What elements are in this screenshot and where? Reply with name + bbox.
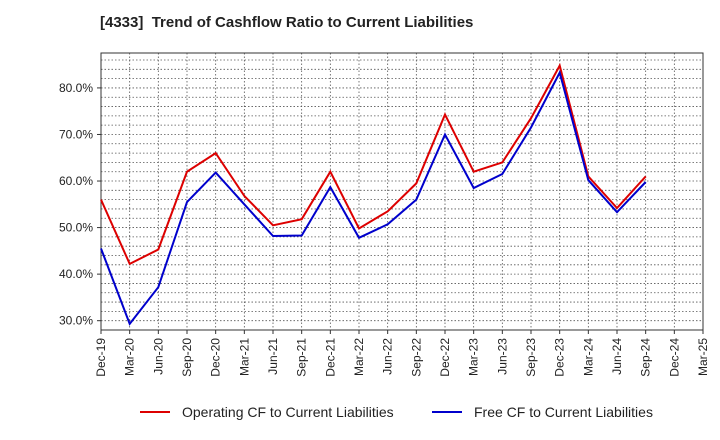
x-tick-label: Mar-24 bbox=[581, 338, 595, 376]
data-point-free-cf bbox=[157, 286, 159, 288]
data-point-operating-cf bbox=[272, 224, 274, 226]
x-tick-label: Dec-20 bbox=[209, 338, 223, 377]
x-tick-label: Mar-20 bbox=[123, 338, 137, 376]
data-point-free-cf bbox=[186, 201, 188, 203]
x-tick-label: Sep-20 bbox=[180, 338, 194, 377]
legend-label-free-cf: Free CF to Current Liabilities bbox=[474, 404, 653, 420]
x-tick-label: Jun-20 bbox=[151, 338, 165, 375]
data-point-operating-cf bbox=[186, 171, 188, 173]
chart-title: [4333] Trend of Cashflow Ratio to Curren… bbox=[100, 14, 474, 31]
x-tick-label: Sep-22 bbox=[409, 338, 423, 377]
data-point-free-cf bbox=[645, 181, 647, 183]
data-point-operating-cf bbox=[100, 199, 102, 201]
data-point-free-cf bbox=[129, 323, 131, 325]
data-point-operating-cf bbox=[215, 152, 217, 154]
x-tick-label: Jun-22 bbox=[381, 338, 395, 375]
data-point-free-cf bbox=[272, 235, 274, 237]
data-point-operating-cf bbox=[243, 195, 245, 197]
data-point-operating-cf bbox=[358, 228, 360, 230]
x-tick-label: Dec-24 bbox=[667, 338, 681, 377]
data-point-operating-cf bbox=[387, 210, 389, 212]
x-tick-label: Dec-22 bbox=[438, 338, 452, 377]
series-line-operating-cf bbox=[100, 62, 647, 266]
legend-item-free-cf: Free CF to Current Liabilities bbox=[432, 404, 653, 420]
x-tick-label: Jun-24 bbox=[610, 338, 624, 375]
x-tick-label: Jun-21 bbox=[266, 338, 280, 375]
data-point-operating-cf bbox=[616, 207, 618, 209]
data-point-operating-cf bbox=[301, 218, 303, 220]
legend-label-operating-cf: Operating CF to Current Liabilities bbox=[182, 404, 394, 420]
data-point-operating-cf bbox=[501, 161, 503, 163]
x-tick-label: Mar-25 bbox=[696, 338, 710, 376]
legend-item-operating-cf: Operating CF to Current Liabilities bbox=[140, 404, 394, 420]
data-point-free-cf bbox=[243, 203, 245, 205]
y-tick-label: 30.0% bbox=[59, 314, 93, 328]
data-point-operating-cf bbox=[129, 263, 131, 265]
data-point-free-cf bbox=[215, 172, 217, 174]
y-tick-label: 60.0% bbox=[59, 174, 93, 188]
y-tick-label: 80.0% bbox=[59, 81, 93, 95]
x-tick-label: Dec-21 bbox=[323, 338, 337, 377]
data-point-free-cf bbox=[616, 211, 618, 213]
data-point-operating-cf bbox=[444, 113, 446, 115]
x-tick-label: Sep-23 bbox=[524, 338, 538, 377]
x-tick-label: Sep-21 bbox=[295, 338, 309, 377]
data-point-operating-cf bbox=[645, 175, 647, 177]
data-point-operating-cf bbox=[415, 182, 417, 184]
y-tick-label: 50.0% bbox=[59, 221, 93, 235]
plot-border bbox=[100, 52, 704, 331]
data-point-operating-cf bbox=[530, 117, 532, 119]
data-point-operating-cf bbox=[559, 65, 561, 67]
data-point-free-cf bbox=[301, 234, 303, 236]
data-point-free-cf bbox=[358, 237, 360, 239]
data-point-free-cf bbox=[559, 72, 561, 74]
line-chart: 30.0% 40.0% 50.0% 60.0% 70.0% 80.0% Dec-19 Mar-… bbox=[59, 52, 710, 377]
x-tick-label: Mar-22 bbox=[352, 338, 366, 376]
data-point-free-cf bbox=[329, 186, 331, 188]
legend-swatch-operating-cf bbox=[140, 411, 170, 413]
legend: Operating CF to Current Liabilities Free… bbox=[0, 404, 720, 426]
x-tick-label: Dec-23 bbox=[553, 338, 567, 377]
series-line-free-cf bbox=[100, 69, 647, 326]
data-point-operating-cf bbox=[473, 171, 475, 173]
y-tick-label: 70.0% bbox=[59, 127, 93, 141]
data-point-free-cf bbox=[444, 133, 446, 135]
data-point-free-cf bbox=[501, 173, 503, 175]
legend-swatch-free-cf bbox=[432, 411, 462, 413]
data-point-free-cf bbox=[415, 199, 417, 201]
data-point-free-cf bbox=[100, 248, 102, 250]
data-point-free-cf bbox=[530, 126, 532, 128]
data-point-operating-cf bbox=[329, 171, 331, 173]
data-point-free-cf bbox=[587, 179, 589, 181]
y-tick-label: 40.0% bbox=[59, 267, 93, 281]
x-tick-label: Sep-24 bbox=[639, 338, 653, 377]
data-point-free-cf bbox=[473, 187, 475, 189]
x-tick-label: Dec-19 bbox=[94, 338, 108, 377]
data-point-free-cf bbox=[387, 223, 389, 225]
x-tick-label: Mar-21 bbox=[237, 338, 251, 376]
x-tick-label: Mar-23 bbox=[467, 338, 481, 376]
plot-area bbox=[101, 53, 703, 330]
x-tick-label: Jun-23 bbox=[495, 338, 509, 375]
data-point-operating-cf bbox=[157, 248, 159, 250]
